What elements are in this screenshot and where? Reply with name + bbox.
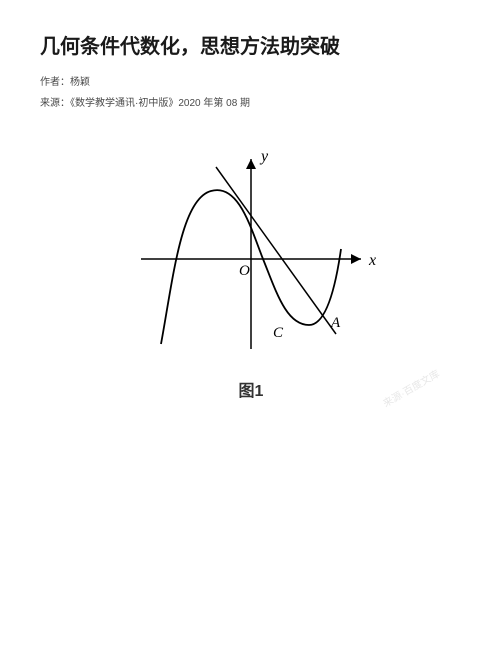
point-a-label: A	[330, 315, 341, 331]
figure-1-caption: 图1	[239, 377, 264, 401]
figure-1: y x O A C 图1	[40, 129, 462, 401]
y-axis-label: y	[259, 148, 269, 165]
x-axis-label: x	[368, 252, 376, 269]
point-c-label: C	[273, 325, 284, 341]
origin-label: O	[239, 263, 250, 279]
y-axis-arrow	[246, 159, 256, 169]
source-line: 来源：《数学教学通讯·初中版》2020 年第 08 期	[40, 94, 462, 109]
article-title: 几何条件代数化，思想方法助突破	[40, 30, 462, 59]
figure-1-svg: y x O A C	[121, 129, 381, 369]
x-axis-arrow	[351, 254, 361, 264]
secant-line	[216, 167, 336, 334]
author-line: 作者：杨颖	[40, 73, 462, 88]
